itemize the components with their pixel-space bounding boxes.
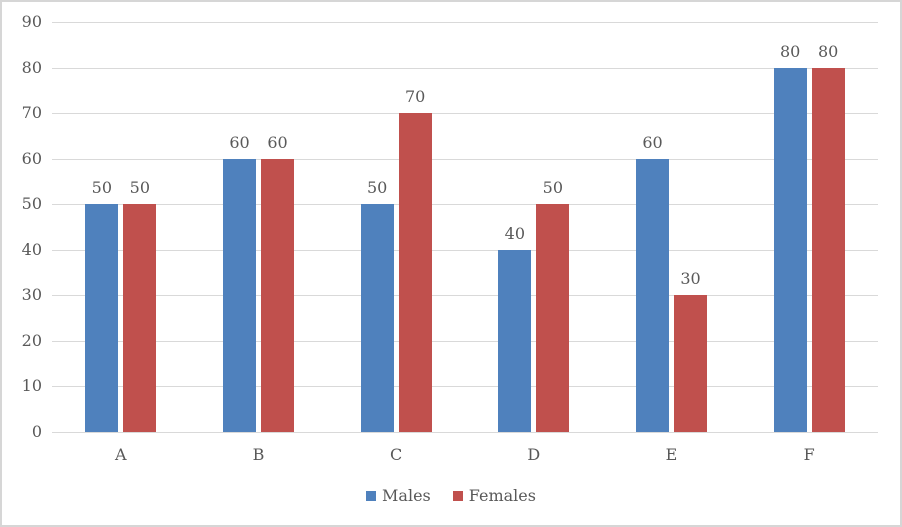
bar-males-C <box>360 204 394 432</box>
y-tick-label: 40 <box>21 239 42 259</box>
data-label: 50 <box>129 178 150 198</box>
y-tick-label: 10 <box>21 376 42 396</box>
legend-swatch-icon <box>366 491 377 501</box>
gridline <box>52 249 878 251</box>
x-category-label: B <box>252 445 265 464</box>
bar-males-F <box>773 67 807 432</box>
legend-swatch-icon <box>452 491 463 501</box>
bar-females-F <box>811 67 845 432</box>
y-tick-label: 50 <box>21 194 42 214</box>
data-label: 70 <box>404 87 426 107</box>
legend-entry-females: Females <box>452 486 536 505</box>
x-category-label: F <box>803 445 815 464</box>
legend: Males Females <box>2 487 900 505</box>
gridline <box>52 340 878 342</box>
y-tick-label: 20 <box>21 330 42 350</box>
bar-males-A <box>85 204 119 432</box>
gridline <box>52 432 878 433</box>
data-label: 50 <box>91 178 112 198</box>
legend-entry-males: Males <box>366 487 431 505</box>
gridline <box>52 295 878 297</box>
bar-males-D <box>498 249 532 432</box>
bar-females-B <box>261 158 294 432</box>
data-label: 50 <box>366 178 388 198</box>
bar-males-B <box>223 158 256 432</box>
y-tick-label: 80 <box>21 57 42 77</box>
x-category-label: A <box>115 445 127 464</box>
data-label: 60 <box>229 132 250 152</box>
data-label: 80 <box>817 41 839 61</box>
x-category-label: E <box>665 445 678 464</box>
bar-females-D <box>536 204 570 432</box>
y-tick-label: 60 <box>21 148 42 168</box>
x-category-label: C <box>390 445 403 464</box>
data-label: 60 <box>642 132 663 152</box>
data-label: 60 <box>267 132 288 152</box>
y-tick-label: 0 <box>31 422 42 441</box>
data-label: 40 <box>504 223 525 243</box>
y-tick-label: 70 <box>21 103 42 123</box>
x-category-label: D <box>527 445 541 464</box>
gridline <box>52 113 878 115</box>
bar-females-C <box>398 113 432 432</box>
y-tick-label: 90 <box>21 12 42 31</box>
gridline <box>52 22 878 23</box>
gridline <box>52 158 878 160</box>
gridline <box>52 67 878 69</box>
legend-label: Females <box>468 486 536 505</box>
data-label: 30 <box>680 269 701 289</box>
gridline <box>52 204 878 206</box>
data-label: 50 <box>542 178 563 198</box>
data-label: 80 <box>779 41 801 61</box>
legend-label: Males <box>382 486 431 505</box>
y-tick-label: 30 <box>21 285 42 305</box>
bar-females-A <box>123 204 157 432</box>
bar-females-E <box>674 295 707 432</box>
bar-males-E <box>636 158 669 432</box>
gridline <box>52 386 878 388</box>
